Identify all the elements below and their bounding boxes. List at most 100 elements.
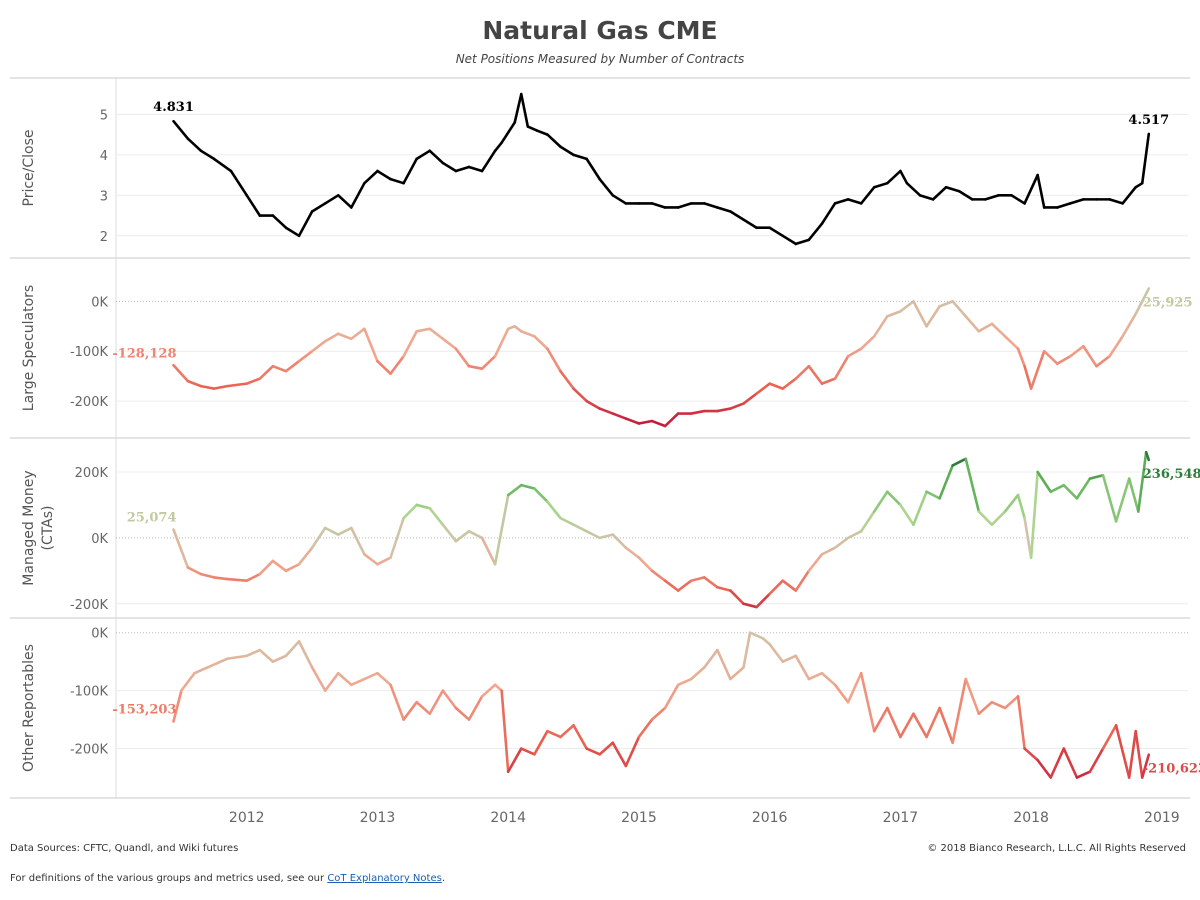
series-segment [859, 510, 876, 533]
series-segment [535, 129, 549, 136]
series-segment [1127, 729, 1138, 779]
series-segment [833, 683, 850, 704]
series-segment [676, 677, 693, 687]
series-segment [441, 161, 458, 173]
series-segment [402, 329, 418, 358]
series-segment [1036, 470, 1053, 494]
definitions-note: For definitions of the various groups an… [10, 873, 445, 884]
series-segment [506, 747, 523, 774]
x-tick-label: 2016 [752, 810, 788, 826]
series-segment [225, 654, 249, 661]
data-label: 4.517 [1128, 113, 1169, 128]
series-segment [454, 706, 471, 721]
series-segment [1055, 354, 1072, 366]
series-segment [415, 149, 432, 161]
series-segment [225, 577, 249, 583]
series-segment [637, 419, 654, 425]
series-segment [729, 589, 745, 606]
series-segment [1095, 354, 1111, 368]
series-segment [1114, 724, 1131, 779]
series-segment [559, 724, 575, 739]
chart-title: Natural Gas CME [482, 16, 718, 45]
series-segment [585, 399, 602, 410]
series-segment [493, 683, 503, 692]
series-segment [480, 149, 497, 173]
series-segment [229, 169, 249, 197]
series-segment [376, 671, 392, 687]
series-segment [441, 337, 458, 351]
series-segment [493, 493, 510, 566]
series-segment [336, 332, 353, 341]
series-segment [742, 602, 758, 609]
series-segment [912, 712, 928, 739]
series-segment [611, 412, 628, 420]
series-segment [480, 354, 497, 370]
series-segment [964, 315, 981, 333]
series-segment [1108, 198, 1124, 205]
series-segment [1023, 173, 1039, 205]
series-segment [284, 226, 301, 238]
series-segment [1134, 300, 1144, 316]
series-segment [1088, 747, 1105, 774]
series-segment [886, 490, 902, 507]
series-segment [199, 149, 216, 161]
series-segment [415, 327, 432, 333]
series-segment [1075, 477, 1092, 500]
series-segment [310, 526, 327, 550]
series-segment [454, 165, 471, 173]
series-segment [598, 407, 615, 415]
series-segment [1029, 349, 1046, 390]
series-segment [480, 536, 497, 566]
y-tick-label: -200K [70, 743, 109, 758]
series-segment [807, 553, 824, 573]
x-tick-label: 2019 [1144, 810, 1180, 826]
series-segment [1003, 695, 1020, 710]
series-segment [1003, 334, 1020, 351]
series-segment [689, 666, 706, 681]
y-axis-title: (CTAs) [40, 505, 56, 550]
series-segment [859, 334, 876, 351]
series-segment [886, 706, 902, 739]
series-segment [350, 526, 366, 556]
series-segment [585, 747, 602, 756]
series-segment [925, 305, 941, 328]
series-segment [245, 194, 262, 217]
x-tick-label: 2014 [490, 810, 526, 826]
series-segment [1134, 729, 1144, 779]
series-segment [650, 569, 667, 583]
series-segment [519, 483, 536, 490]
series-segment [533, 729, 549, 756]
series-segment [807, 671, 824, 681]
series-segment [702, 576, 719, 589]
y-tick-label: 4 [100, 149, 108, 164]
series-segment [899, 169, 909, 185]
series-segment [193, 666, 209, 675]
series-segment [559, 516, 575, 527]
series-segment [1140, 132, 1151, 185]
series-segment [310, 339, 327, 353]
cot-explanatory-notes-link[interactable]: CoT Explanatory Notes [327, 873, 442, 884]
data-label: -153,203 [112, 702, 176, 717]
data-label: -128,128 [112, 346, 176, 361]
y-axis-title: Price/Close [21, 129, 37, 206]
series-segment [990, 510, 1007, 527]
series-segment [768, 579, 785, 596]
series-segment [454, 529, 471, 543]
x-tick-label: 2018 [1013, 810, 1049, 826]
series-segment [964, 457, 981, 513]
series-segment [611, 194, 628, 205]
series-segment [637, 718, 654, 739]
series-segment [624, 417, 641, 425]
series-segment [546, 133, 562, 149]
series-segment [951, 300, 968, 318]
series-segment [1069, 344, 1085, 358]
series-segment [415, 700, 432, 716]
y-tick-label: -100K [70, 685, 109, 700]
series-segment [1023, 364, 1033, 390]
series-segment [389, 354, 405, 375]
series-segment [172, 689, 183, 723]
series-segment [794, 654, 811, 681]
series-segment [500, 689, 510, 774]
data-label: 4.831 [153, 100, 194, 115]
series-segment [363, 671, 379, 681]
